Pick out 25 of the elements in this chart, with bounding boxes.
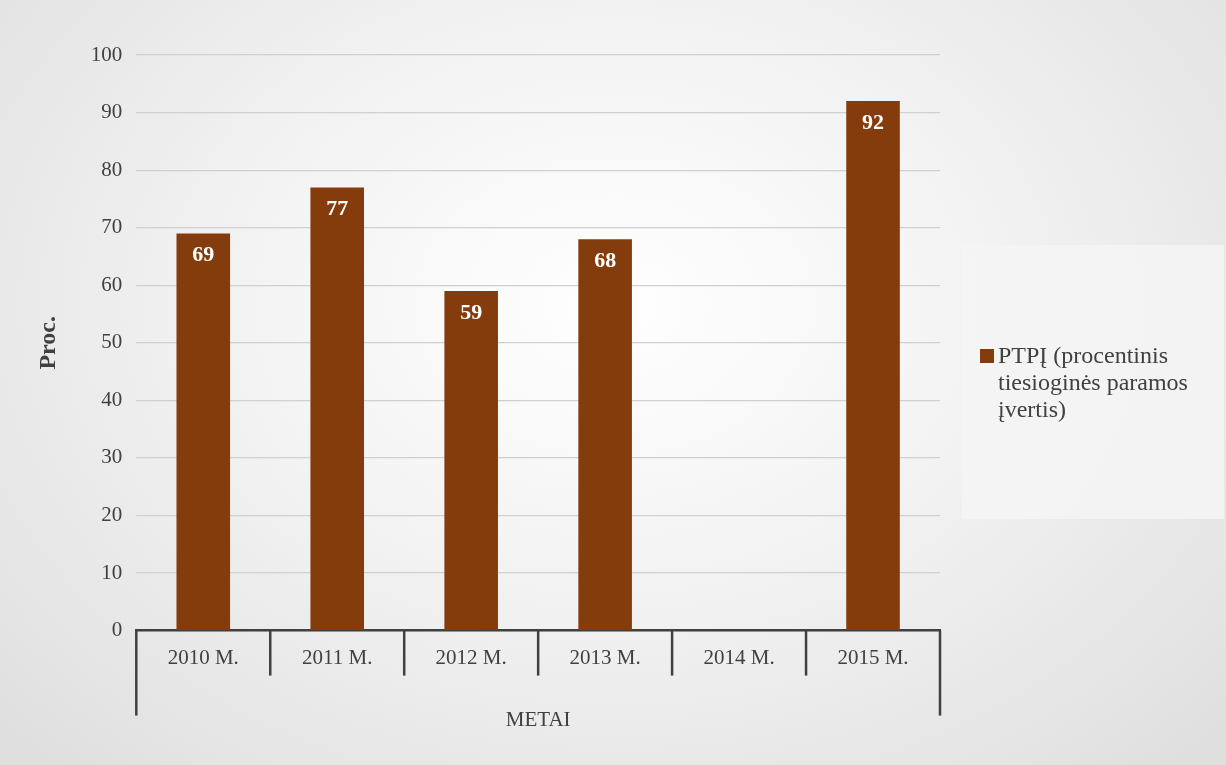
data-label: 59: [460, 298, 483, 324]
x-tick-label: 2014 M.: [703, 644, 775, 669]
y-tick-label: 70: [101, 214, 123, 239]
x-axis-title: METAI: [505, 706, 571, 731]
data-label: 69: [192, 241, 215, 267]
data-label: 68: [594, 246, 617, 272]
x-tick-label: 2013 M.: [569, 644, 641, 669]
data-label: 92: [862, 108, 885, 134]
x-tick-label: 2012 M.: [435, 644, 507, 669]
x-tick-label: 2015 M.: [837, 644, 909, 669]
y-tick-label: 0: [111, 617, 123, 642]
x-tick-label: 2010 M.: [167, 644, 239, 669]
y-tick-label: 100: [90, 41, 123, 66]
y-tick-label: 40: [101, 386, 123, 411]
y-tick-label: 60: [101, 271, 123, 296]
y-tick-label: 30: [101, 444, 123, 469]
y-tick-label: 20: [101, 502, 123, 526]
data-label: 77: [326, 195, 349, 221]
y-tick-label: 10: [101, 559, 123, 584]
x-tick-label: 2011 M.: [302, 644, 373, 669]
y-tick-label: 80: [101, 156, 123, 181]
y-tick-label: 50: [101, 329, 123, 354]
y-tick-label: 90: [101, 99, 123, 124]
legend-label: PTPĮ (procentinis tiesioginės paramos įvertis): [998, 341, 1189, 423]
y-axis-title: Proc.: [33, 316, 60, 370]
